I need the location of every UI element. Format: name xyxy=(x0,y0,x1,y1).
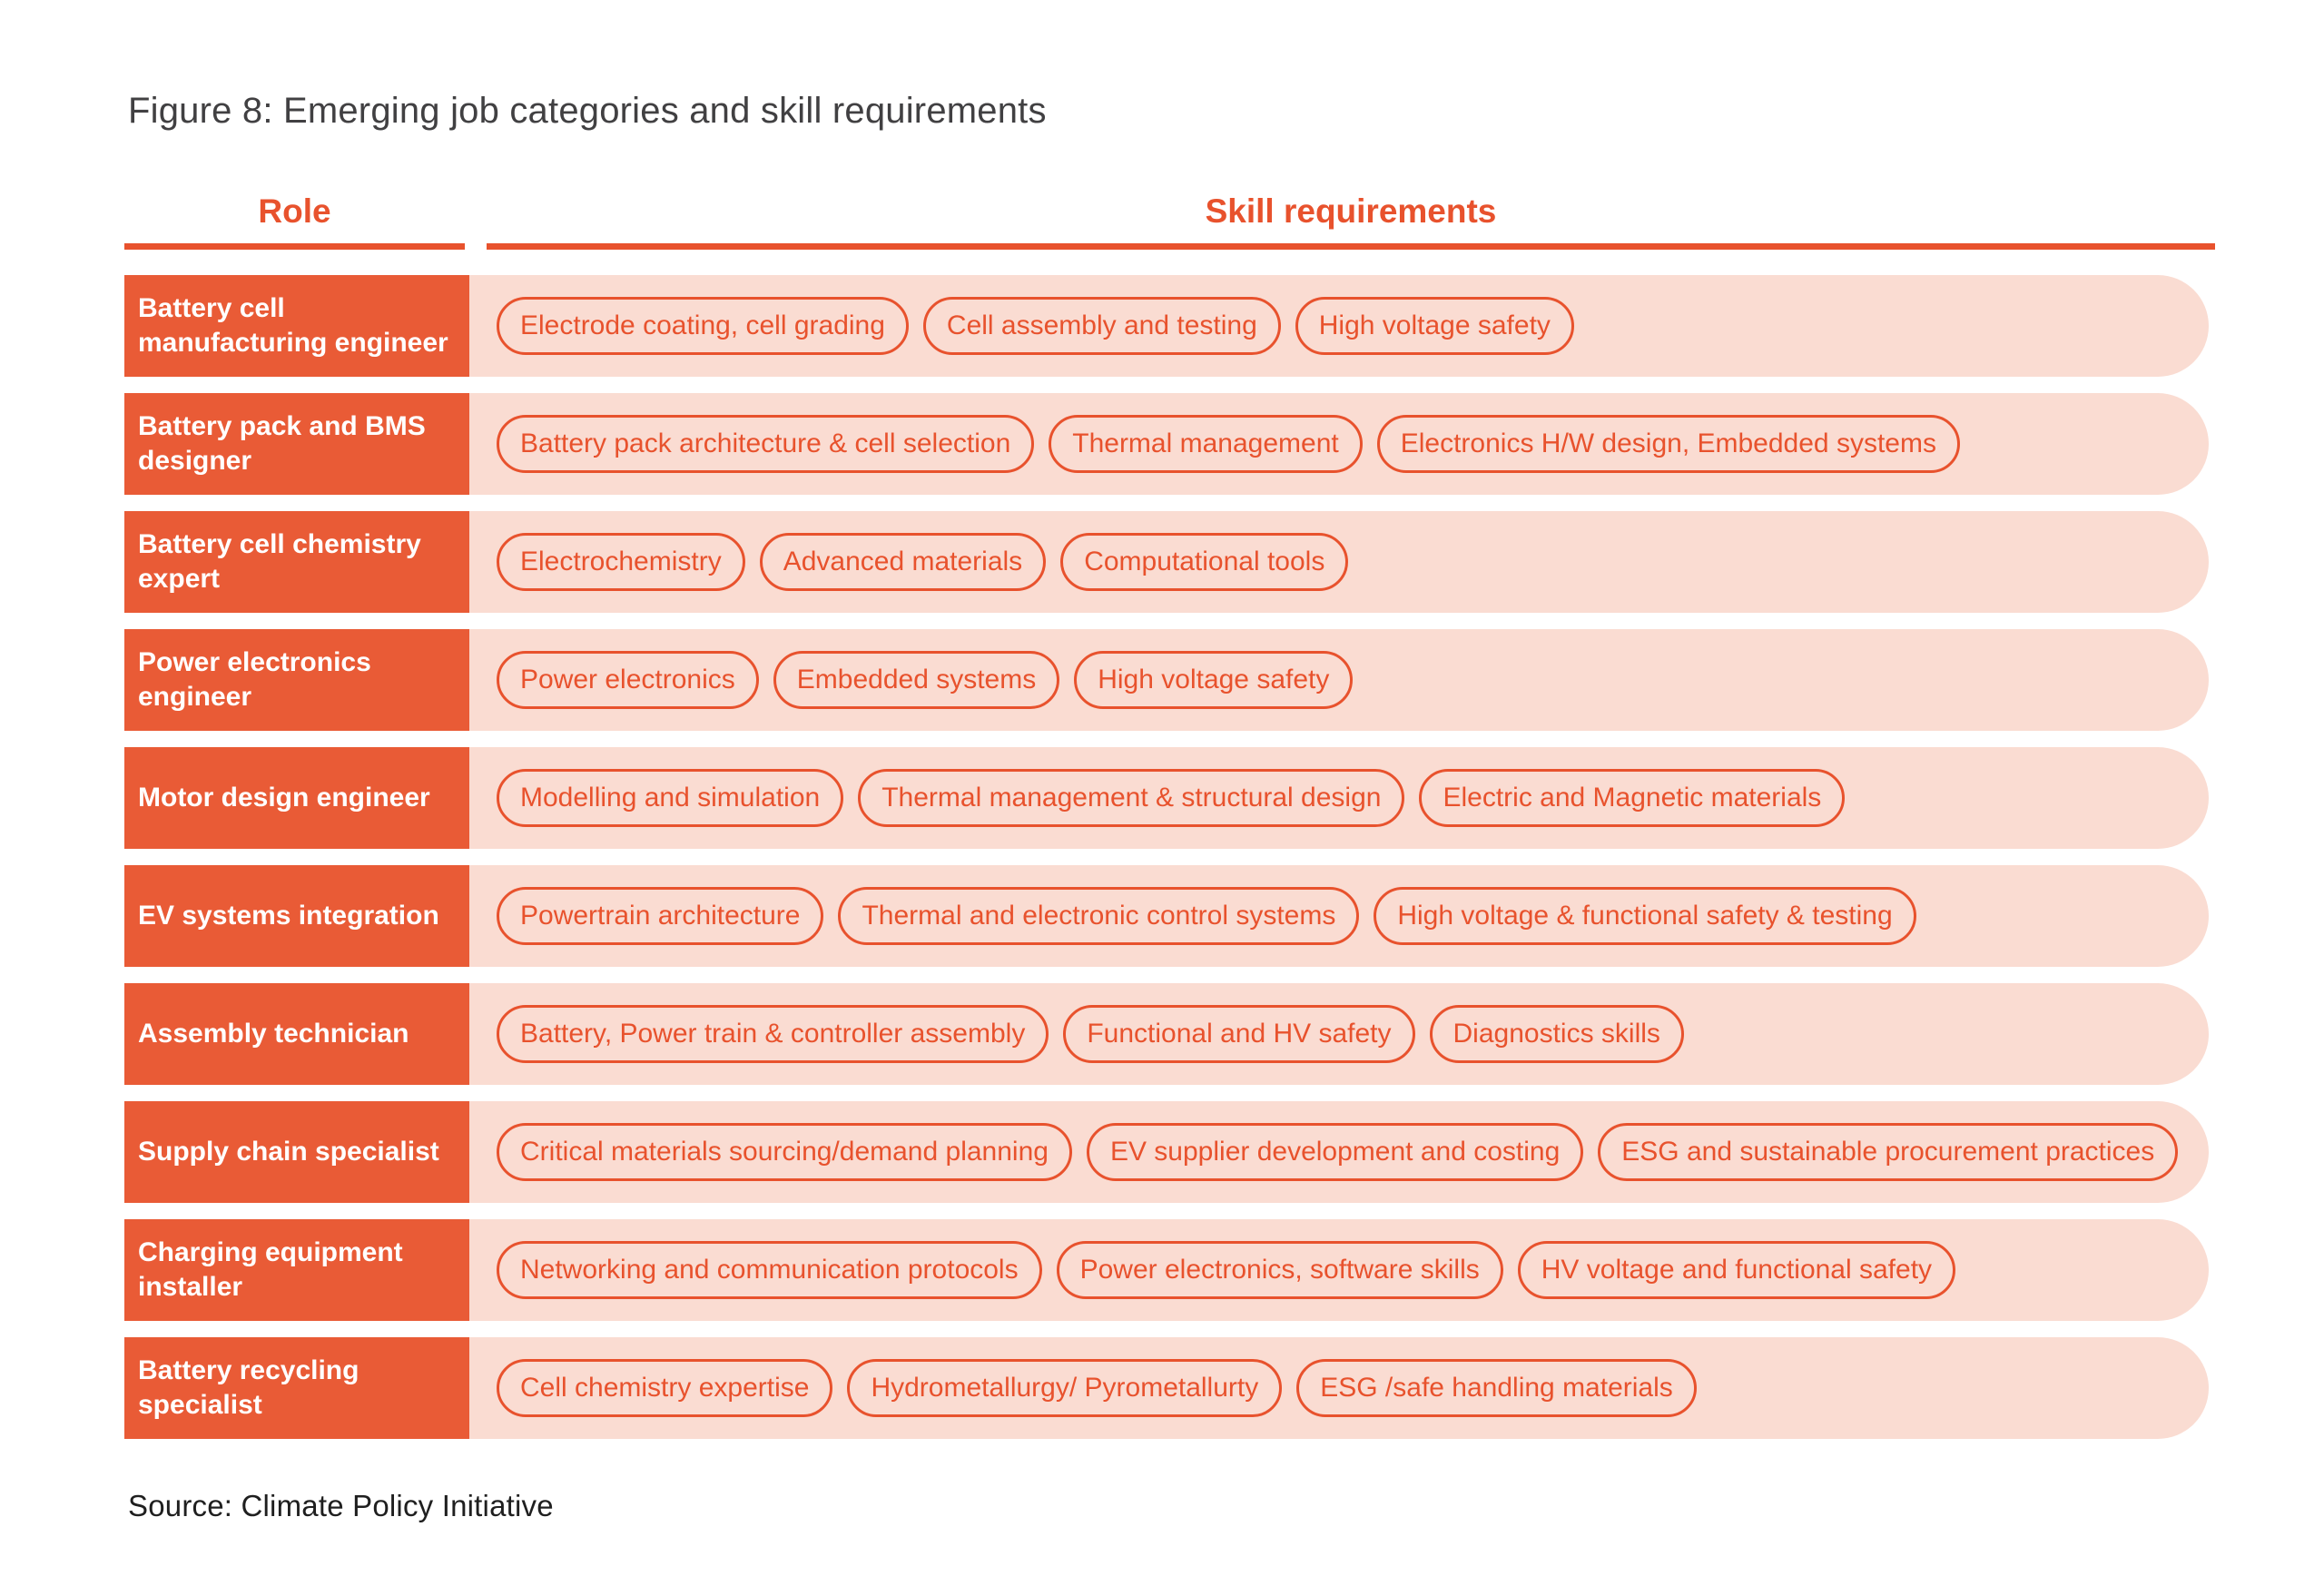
role-label: Battery pack and BMS designer xyxy=(138,411,426,476)
table-row: EV systems integration Powertrain archit… xyxy=(124,865,2209,967)
skills-header-underline xyxy=(487,243,2215,250)
table-row: Battery recycling specialist Cell chemis… xyxy=(124,1337,2209,1439)
skill-pill: Hydrometallurgy/ Pyrometallurty xyxy=(847,1359,1283,1417)
role-label: Battery cell manufacturing engineer xyxy=(138,293,448,358)
skill-pill: ESG /safe handling materials xyxy=(1296,1359,1697,1417)
role-label: Battery recycling specialist xyxy=(138,1355,359,1420)
role-label: Motor design engineer xyxy=(138,783,430,813)
role-cell: EV systems integration xyxy=(124,865,469,967)
table-row: Supply chain specialist Critical materia… xyxy=(124,1101,2209,1203)
skill-pill: Thermal and electronic control systems xyxy=(838,887,1360,945)
role-label: Supply chain specialist xyxy=(138,1137,439,1167)
skill-pill: Electrochemistry xyxy=(497,533,745,591)
skill-pill: Computational tools xyxy=(1060,533,1349,591)
skill-pill: Advanced materials xyxy=(759,533,1047,591)
skill-pill: Power electronics, software skills xyxy=(1056,1241,1503,1299)
skill-pill: Diagnostics skills xyxy=(1429,1005,1684,1063)
skill-pill: ESG and sustainable procurement practice… xyxy=(1598,1123,2179,1181)
role-cell: Battery pack and BMS designer xyxy=(124,393,469,495)
skills-cell: Battery, Power train & controller assemb… xyxy=(469,983,2209,1085)
skill-pill: Battery pack architecture & cell selecti… xyxy=(497,415,1035,473)
skills-cell: Critical materials sourcing/demand plann… xyxy=(469,1101,2209,1203)
table-row: Motor design engineer Modelling and simu… xyxy=(124,747,2209,849)
skill-pill: Electronics H/W design, Embedded systems xyxy=(1376,415,1960,473)
role-cell: Charging equipment installer xyxy=(124,1219,469,1321)
role-cell: Assembly technician xyxy=(124,983,469,1085)
skill-pill: Power electronics xyxy=(497,651,759,709)
skill-pill: HV voltage and functional safety xyxy=(1517,1241,1956,1299)
figure-title: Figure 8: Emerging job categories and sk… xyxy=(128,91,1047,131)
skills-cell: Power electronics Embedded systems High vo… xyxy=(469,629,2209,731)
skill-pill: Cell assembly and testing xyxy=(922,297,1281,355)
skills-cell: Electrochemistry Advanced materials Comput… xyxy=(469,511,2209,613)
skills-cell: Powertrain architecture Thermal and elect… xyxy=(469,865,2209,967)
role-label: Assembly technician xyxy=(138,1019,409,1049)
skills-cell: Battery pack architecture & cell selecti… xyxy=(469,393,2209,495)
table-row: Battery cell chemistry expert Electroche… xyxy=(124,511,2209,613)
role-cell: Battery recycling specialist xyxy=(124,1337,469,1439)
skills-cell: Electrode coating, cell grading Cell asse… xyxy=(469,275,2209,377)
roles-skills-table: Battery cell manufacturing engineer Elec… xyxy=(124,275,2209,1455)
skill-pill: Networking and communication protocols xyxy=(497,1241,1042,1299)
skill-pill: EV supplier development and costing xyxy=(1086,1123,1584,1181)
role-column-header: Role xyxy=(258,192,331,230)
source-note: Source: Climate Policy Initiative xyxy=(128,1489,554,1522)
role-label: Charging equipment installer xyxy=(138,1237,403,1302)
skill-pill: Powertrain architecture xyxy=(497,887,824,945)
skill-pill: Cell chemistry expertise xyxy=(497,1359,833,1417)
table-row: Battery cell manufacturing engineer Elec… xyxy=(124,275,2209,377)
skill-pill: High voltage safety xyxy=(1295,297,1574,355)
skills-cell: Networking and communication protocols Po… xyxy=(469,1219,2209,1321)
role-cell: Power electronics engineer xyxy=(124,629,469,731)
table-row: Charging equipment installer Networking … xyxy=(124,1219,2209,1321)
role-cell: Battery cell chemistry expert xyxy=(124,511,469,613)
skill-pill: Critical materials sourcing/demand plann… xyxy=(497,1123,1072,1181)
role-label: Battery cell chemistry expert xyxy=(138,529,421,594)
table-row: Assembly technician Battery, Power train… xyxy=(124,983,2209,1085)
skill-pill: High voltage safety xyxy=(1074,651,1354,709)
column-headers: Role Skill requirements xyxy=(0,192,2324,265)
skill-pill: Thermal management & structural design xyxy=(858,769,1405,827)
skill-pill: Battery, Power train & controller assemb… xyxy=(497,1005,1049,1063)
skill-pill: Embedded systems xyxy=(773,651,1060,709)
table-row: Power electronics engineer Power electro… xyxy=(124,629,2209,731)
skill-pill: High voltage & functional safety & testi… xyxy=(1374,887,1916,945)
skills-cell: Cell chemistry expertise Hydrometallurgy/… xyxy=(469,1337,2209,1439)
skill-pill: Electric and Magnetic materials xyxy=(1419,769,1846,827)
skill-pill: Modelling and simulation xyxy=(497,769,844,827)
skill-pill: Electrode coating, cell grading xyxy=(497,297,909,355)
role-cell: Supply chain specialist xyxy=(124,1101,469,1203)
table-row: Battery pack and BMS designer Battery pa… xyxy=(124,393,2209,495)
role-cell: Motor design engineer xyxy=(124,747,469,849)
skill-pill: Thermal management xyxy=(1049,415,1363,473)
skill-pill: Functional and HV safety xyxy=(1063,1005,1415,1063)
skills-column-header: Skill requirements xyxy=(1205,192,1497,230)
skills-cell: Modelling and simulation Thermal manageme… xyxy=(469,747,2209,849)
role-label: EV systems integration xyxy=(138,901,439,931)
role-label: Power electronics engineer xyxy=(138,647,371,712)
role-cell: Battery cell manufacturing engineer xyxy=(124,275,469,377)
role-header-underline xyxy=(124,243,465,250)
